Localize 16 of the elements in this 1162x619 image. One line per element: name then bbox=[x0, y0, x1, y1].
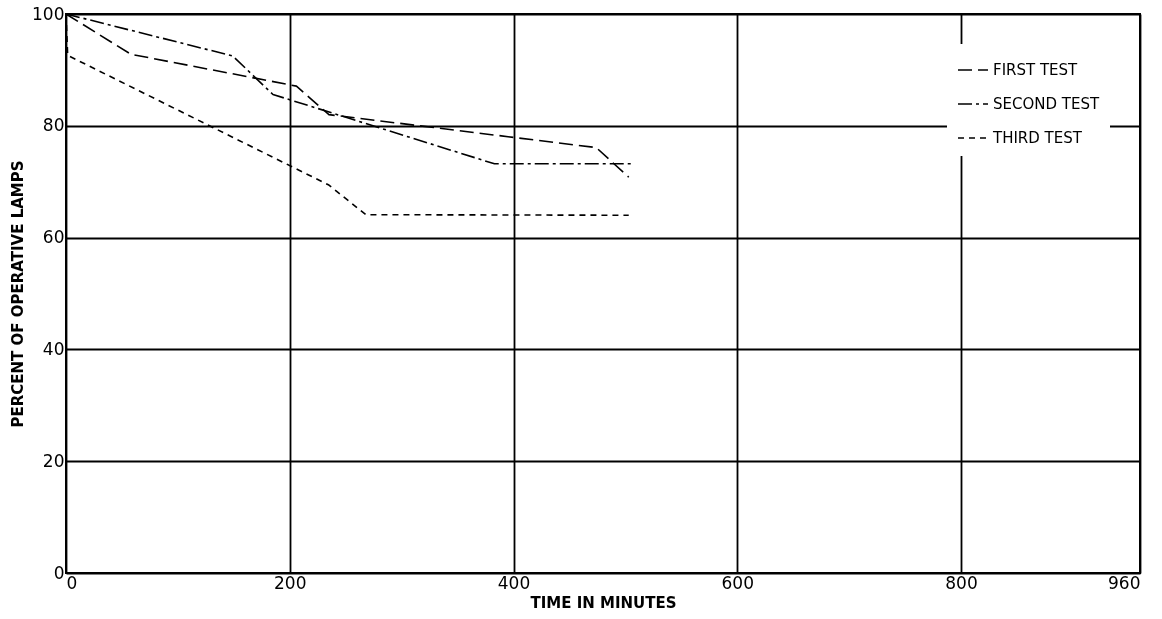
x-tick-label: 0 bbox=[66, 572, 78, 593]
x-axis-title: TIME IN MINUTES bbox=[530, 593, 677, 612]
y-tick-label: 100 bbox=[32, 3, 65, 24]
x-tick-label: 200 bbox=[274, 572, 307, 593]
y-tick-label: 60 bbox=[42, 227, 65, 248]
legend-label: FIRST TEST bbox=[993, 61, 1079, 79]
x-tick-label: 600 bbox=[721, 572, 754, 593]
x-tick-label: 400 bbox=[497, 572, 531, 593]
x-tick-label: 960 bbox=[1108, 572, 1141, 593]
y-tick-label: 20 bbox=[42, 450, 65, 471]
y-axis-title: PERCENT OF OPERATIVE LAMPS bbox=[9, 160, 28, 428]
y-tick-label: 80 bbox=[42, 115, 65, 136]
y-tick-label: 40 bbox=[42, 338, 65, 359]
legend-label: THIRD TEST bbox=[992, 129, 1083, 147]
x-tick-label: 800 bbox=[945, 572, 978, 593]
legend-label: SECOND TEST bbox=[993, 95, 1100, 113]
